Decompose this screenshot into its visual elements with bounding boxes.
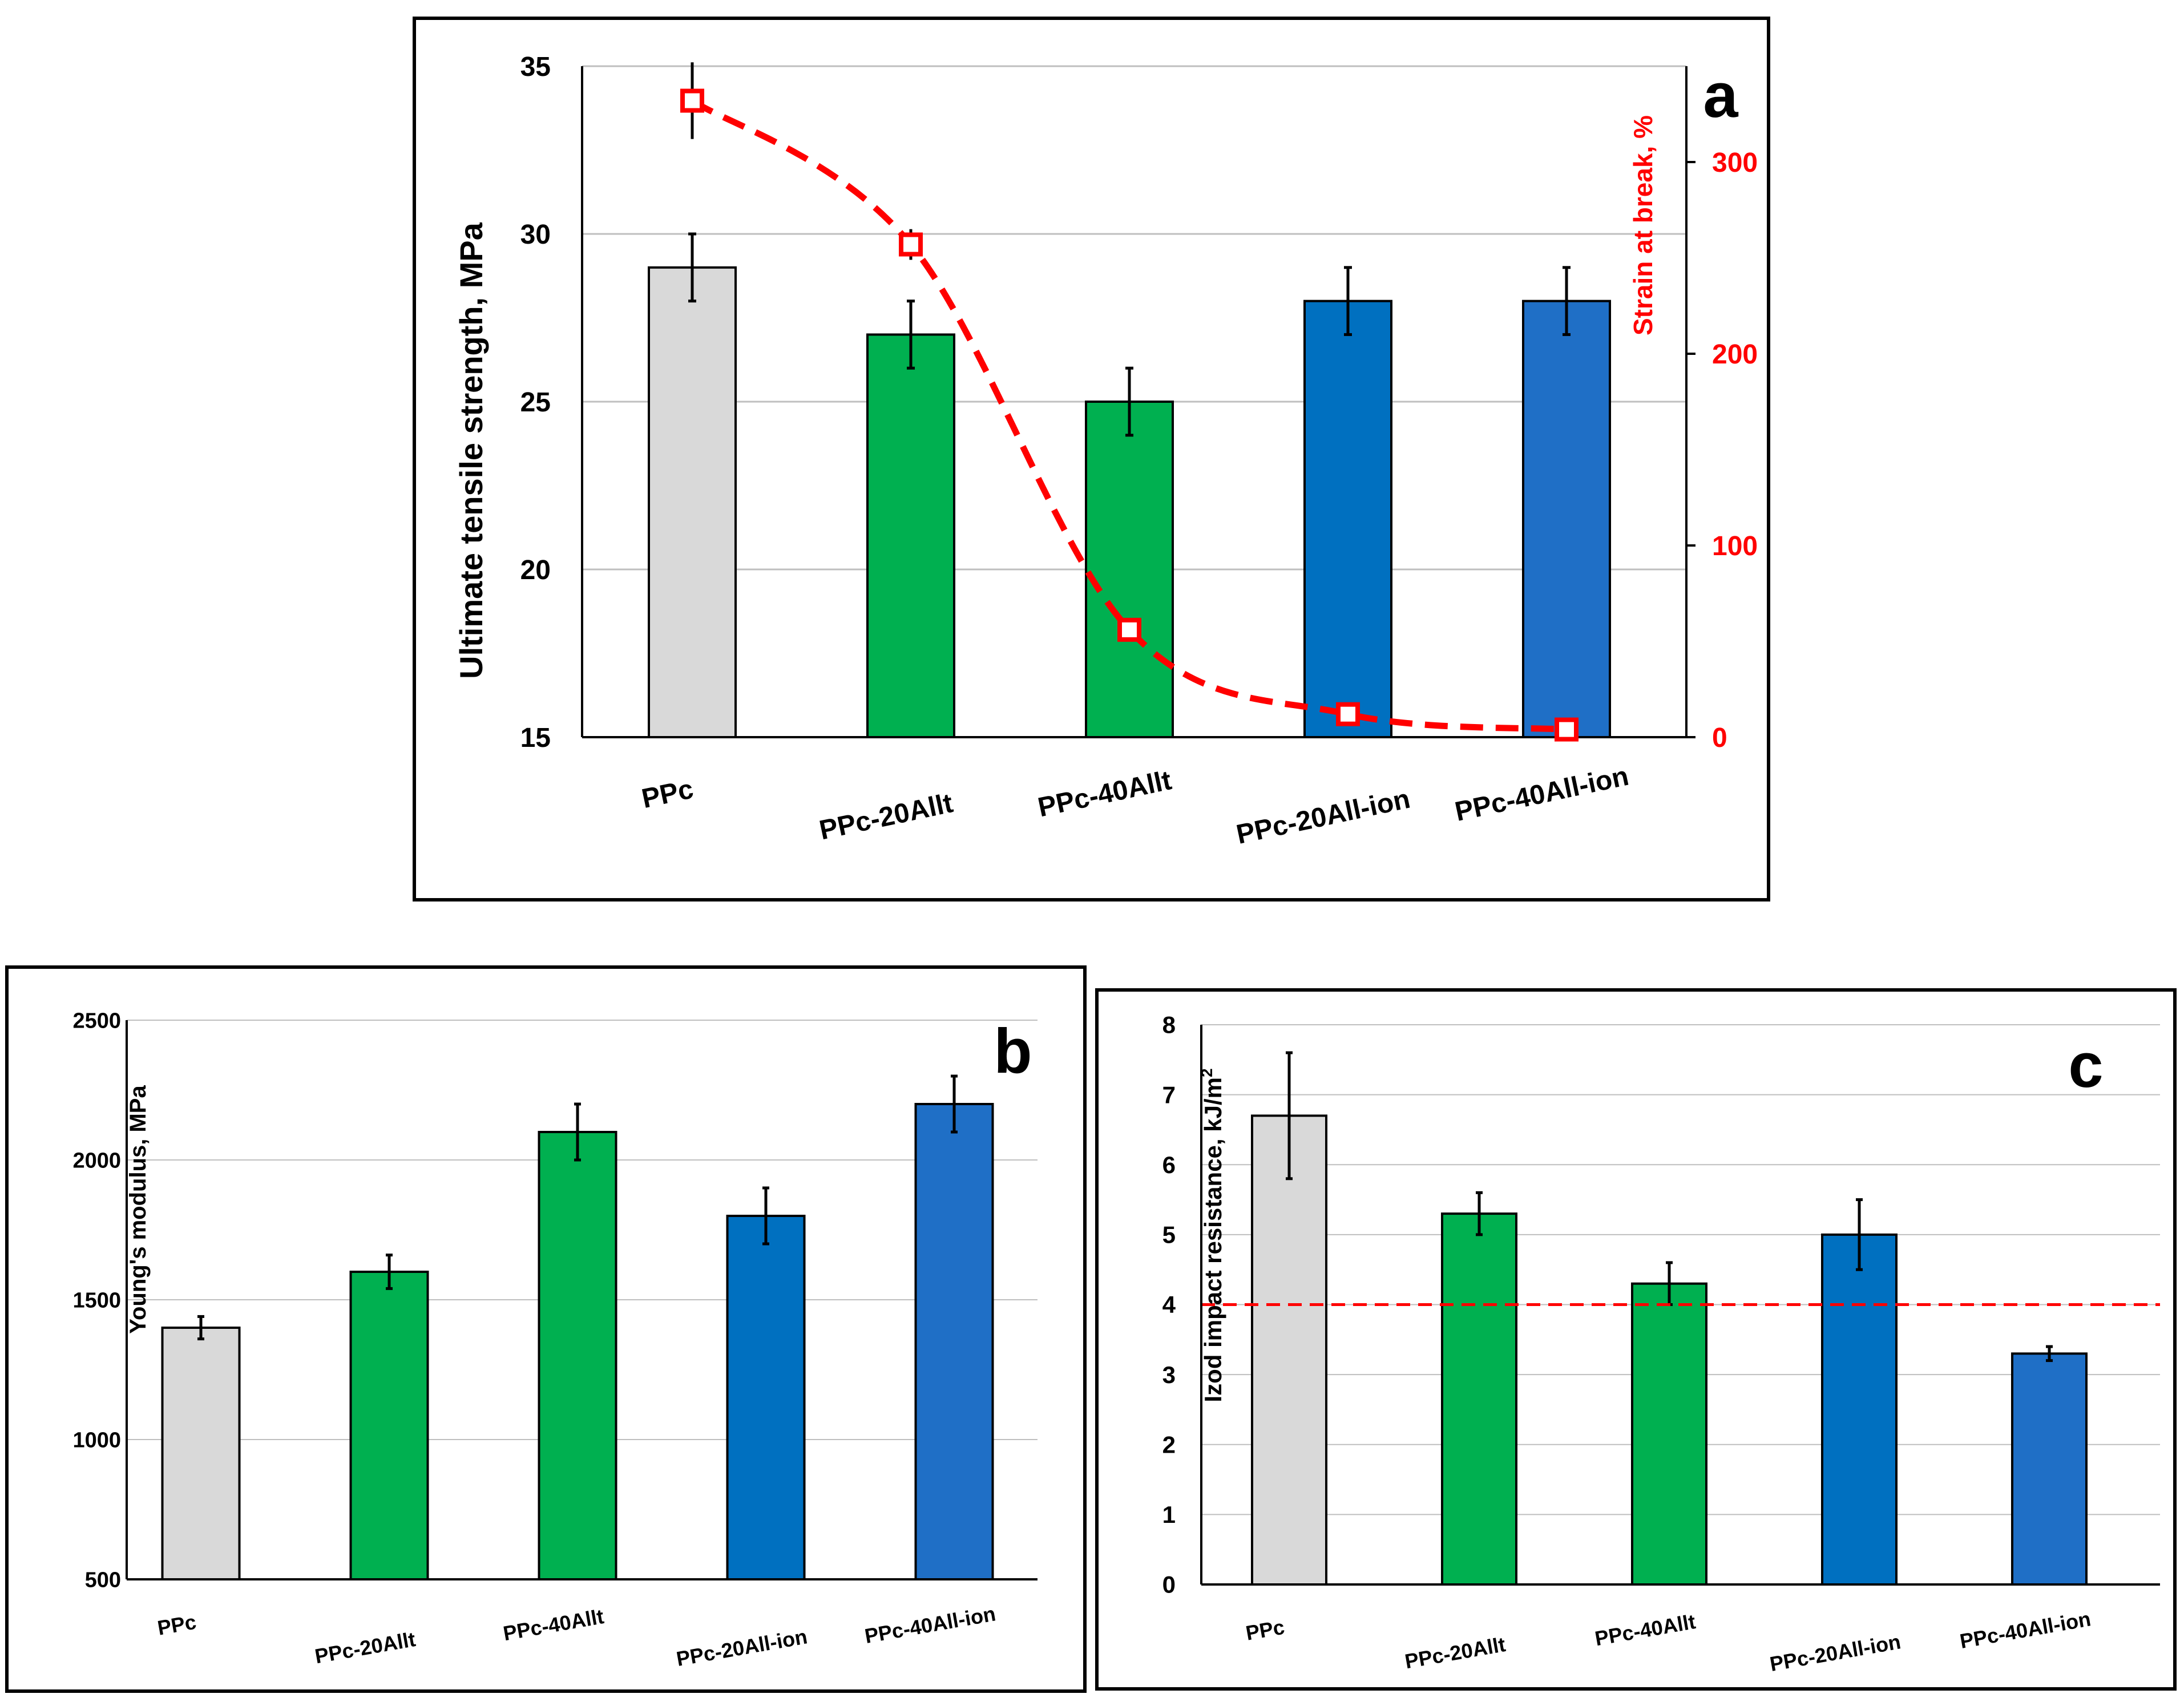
- panel-c-ytick-label: 6: [1162, 1151, 1176, 1178]
- panel-a-ytick-label: 20: [520, 555, 551, 585]
- panel-b-category-label: PPc-20Allt: [313, 1627, 417, 1668]
- panel-b-ytick-label: 2500: [72, 1009, 121, 1033]
- panel-b-bar: [538, 1131, 617, 1580]
- panel-b-bar: [349, 1271, 429, 1580]
- panel-a-strain-marker: [1117, 617, 1141, 642]
- panel-b-bars: [161, 1103, 994, 1580]
- panel-a-ylabel: Ultimate tensile strength, MPa: [453, 222, 489, 679]
- panel-a-tick-labels: 15 20 25 30 35 0 100 200 300: [520, 52, 1758, 753]
- panel-a-category-label: PPc: [639, 774, 696, 814]
- panel-b-frame: [5, 965, 1087, 1693]
- panel-c-ytick-label: 7: [1162, 1081, 1176, 1108]
- panel-a-bars: [648, 266, 1611, 738]
- panel-c-ylabel-sup: 2: [1198, 1068, 1216, 1077]
- panel-b-ytick-label: 1000: [72, 1428, 121, 1452]
- panel-a-bar: [1085, 401, 1174, 738]
- panel-c-category-label: PPc-20All-ion: [1768, 1630, 1903, 1676]
- panel-c-chart: 0 1 2 3 4 5 6 7 8 PPc PPc-20Allt PPc-40Allt PPc-20A…: [1162, 1012, 2160, 1676]
- panel-c-bar: [1441, 1212, 1517, 1586]
- panel-b-ylabel: Young's modulus, MPa: [126, 1085, 151, 1334]
- panel-a-letter: a: [1703, 60, 1738, 131]
- panel-c-ytick-label: 8: [1162, 1012, 1176, 1038]
- panel-a-bar: [866, 333, 955, 738]
- panel-a-axes: [581, 66, 1695, 738]
- panel-b-bar: [726, 1215, 806, 1580]
- panel-a-y2tick-label: 300: [1712, 148, 1758, 178]
- panel-c-category-label: PPc-20Allt: [1403, 1632, 1507, 1673]
- panel-a-category-labels: PPc PPc-20Allt PPc-40Allt PPc-20All-ion PPc-…: [639, 761, 1632, 850]
- panel-c-error-bars: [1286, 1051, 2053, 1363]
- panel-b-category-label: PPc-20All-ion: [675, 1624, 809, 1671]
- panel-c-category-label: PPc-40All-ion: [1958, 1607, 2093, 1653]
- panel-a-ytick-label: 25: [520, 387, 551, 418]
- panel-b-tick-labels: 500 1000 1500 2000 2500: [72, 1009, 121, 1592]
- panel-a-ytick-label: 30: [520, 220, 551, 250]
- panel-a-category-label: PPc-20Allt: [817, 788, 955, 846]
- panel-b-category-label: PPc-40Allt: [502, 1604, 605, 1645]
- panel-c-tick-labels: 0 1 2 3 4 5 6 7 8: [1162, 1012, 1176, 1598]
- panel-a-y2tick-label: 100: [1712, 531, 1758, 561]
- panel-a-frame: [413, 17, 1770, 901]
- panel-c-ytick-label: 1: [1162, 1501, 1176, 1528]
- panel-b-letter: b: [994, 1016, 1032, 1086]
- panel-a-strain-marker: [680, 88, 704, 113]
- panel-b-category-labels: PPc PPc-20Allt PPc-40Allt PPc-20All-ion PPc-…: [156, 1602, 998, 1671]
- panel-c-bars: [1251, 1114, 2088, 1586]
- panel-a-strain-marker: [1555, 717, 1579, 742]
- panel-c-ytick-label: 0: [1162, 1571, 1176, 1598]
- panel-c-bar: [1251, 1114, 1327, 1586]
- panel-c-ytick-label: 5: [1162, 1222, 1176, 1248]
- panel-b-ytick-label: 500: [85, 1568, 121, 1592]
- panel-c-ylabel: Izod impact resistance, kJ/m2: [1198, 1068, 1226, 1402]
- panel-a-ytick-label: 35: [520, 52, 551, 82]
- panel-b-category-label: PPc-40All-ion: [863, 1602, 998, 1648]
- panel-c-bar: [1821, 1233, 1898, 1586]
- panel-b-ytick-label: 2000: [72, 1149, 121, 1173]
- panel-a-category-label: PPc-40Allt: [1035, 765, 1174, 823]
- panel-a-strain-marker: [899, 232, 923, 257]
- panel-b-axes: [126, 1020, 1037, 1580]
- panel-b-category-label: PPc: [156, 1610, 198, 1640]
- panel-b-chart: 500 1000 1500 2000 2500 PPc PPc-20Allt PPc-40A…: [72, 1009, 1037, 1671]
- panel-a-y2tick-label: 0: [1712, 723, 1727, 753]
- panel-c-ytick-label: 3: [1162, 1361, 1176, 1388]
- panel-a-y2label: Strain at break, %: [1628, 115, 1658, 335]
- panel-a-category-label: PPc-40All-ion: [1452, 761, 1632, 827]
- panel-c-category-label: PPc-40Allt: [1593, 1610, 1697, 1650]
- panel-a-error-bars: [688, 232, 1571, 437]
- panel-c-frame: [1095, 988, 2177, 1691]
- panel-a-strain-marker: [1336, 702, 1360, 726]
- panel-a-bar: [1303, 300, 1392, 738]
- panel-a-category-label: PPc-20All-ion: [1234, 784, 1413, 850]
- panel-c-ytick-label: 2: [1162, 1431, 1176, 1458]
- panel-c-axes: [1200, 1025, 2160, 1586]
- panel-b-bar: [914, 1103, 994, 1580]
- panel-a-strain-curve: [690, 98, 1567, 733]
- panel-a-chart: 15 20 25 30 35 0 100 200 300 PPc PPc-20Allt PPc-40…: [453, 52, 1758, 850]
- panel-c-letter: c: [2068, 1030, 2103, 1101]
- panel-b-bar: [161, 1327, 241, 1580]
- panel-c-category-labels: PPc PPc-20Allt PPc-40Allt PPc-20All-ion PPc-…: [1244, 1607, 2093, 1676]
- panel-a-strain-line: [680, 62, 1579, 742]
- panel-a-bar: [1522, 300, 1611, 738]
- panel-c-ylabel-main: Izod impact resistance, kJ/m: [1200, 1077, 1226, 1402]
- panel-b-ytick-label: 1500: [72, 1288, 121, 1312]
- panel-a-y2tick-label: 200: [1712, 339, 1758, 370]
- panel-c-ytick-label: 4: [1162, 1291, 1176, 1318]
- panel-c-category-label: PPc: [1244, 1615, 1286, 1645]
- panel-c-bar: [2011, 1352, 2088, 1586]
- panel-a-bar: [648, 266, 737, 738]
- panel-b-error-bars: [197, 1074, 958, 1341]
- panel-a-ytick-label: 15: [520, 723, 551, 753]
- panel-c-bar: [1631, 1282, 1707, 1586]
